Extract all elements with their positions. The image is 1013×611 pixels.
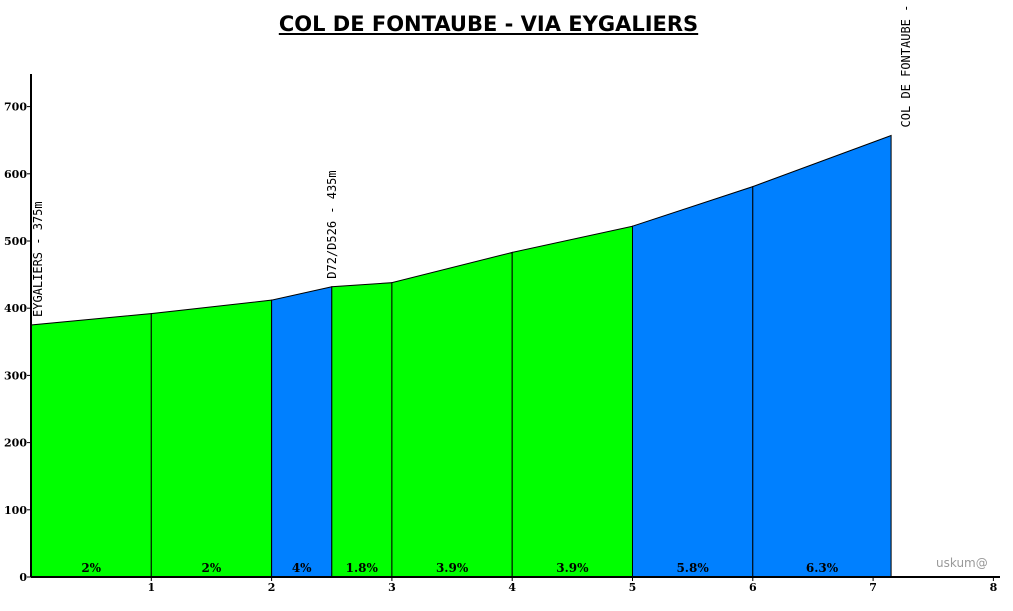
y-tick-label: 200 bbox=[4, 437, 27, 450]
annotations-layer: EYGALIERS - 375m D72/D526 - 435m COL DE FO… bbox=[31, 0, 913, 317]
segment-1 bbox=[30, 313, 152, 578]
x-tick-label: 4 bbox=[508, 581, 516, 594]
x-tick-label: 2 bbox=[268, 581, 276, 594]
profile-annotation: COL DE FONTAUBE - 655m bbox=[899, 0, 913, 127]
y-tick-label: 0 bbox=[19, 571, 27, 584]
watermark: uskum@ bbox=[936, 556, 988, 570]
labels-layer: 2% 2% 4% 1.8% 3.9% 3.9% 5.8% 6.3% bbox=[81, 561, 838, 575]
x-tick-label: 5 bbox=[629, 581, 637, 594]
chart-title: COL DE FONTAUBE - VIA EYGALIERS bbox=[278, 12, 699, 36]
x-tick-label: 1 bbox=[147, 581, 155, 594]
y-tick-label: 500 bbox=[4, 235, 27, 248]
segment-gradient-label: 3.9% bbox=[556, 561, 589, 575]
axes-layer: 0 100 200 300 400 500 600 700 1 2 3 4 5 6 7 8 bbox=[4, 74, 1000, 594]
y-tick-label: 400 bbox=[4, 302, 27, 315]
segment-gradient-label: 5.8% bbox=[676, 561, 709, 575]
segment-gradient-label: 2% bbox=[81, 561, 101, 575]
segment-gradient-label: 6.3% bbox=[806, 561, 839, 575]
x-tick-label: 6 bbox=[749, 581, 757, 594]
segment-4 bbox=[331, 282, 393, 578]
segments-layer bbox=[30, 134, 892, 578]
profile-annotation: D72/D526 - 435m bbox=[325, 170, 339, 278]
segment-gradient-label: 1.8% bbox=[346, 561, 379, 575]
segment-gradient-label: 2% bbox=[202, 561, 222, 575]
x-tick-label: 3 bbox=[388, 581, 396, 594]
segment-3 bbox=[271, 286, 333, 578]
segment-gradient-label: 4% bbox=[292, 561, 312, 575]
segment-8 bbox=[752, 134, 892, 578]
segment-6 bbox=[511, 225, 633, 578]
y-tick-label: 600 bbox=[4, 168, 27, 181]
x-tick-label: 7 bbox=[869, 581, 877, 594]
x-tick-label: 8 bbox=[990, 581, 998, 594]
y-tick-label: 300 bbox=[4, 369, 27, 382]
y-tick-label: 100 bbox=[4, 504, 27, 517]
segment-7 bbox=[632, 185, 754, 578]
profile-annotation: EYGALIERS - 375m bbox=[31, 201, 45, 317]
segment-gradient-label: 3.9% bbox=[436, 561, 469, 575]
segment-5 bbox=[391, 251, 513, 578]
y-tick-label: 700 bbox=[4, 101, 27, 114]
segment-2 bbox=[150, 299, 273, 578]
